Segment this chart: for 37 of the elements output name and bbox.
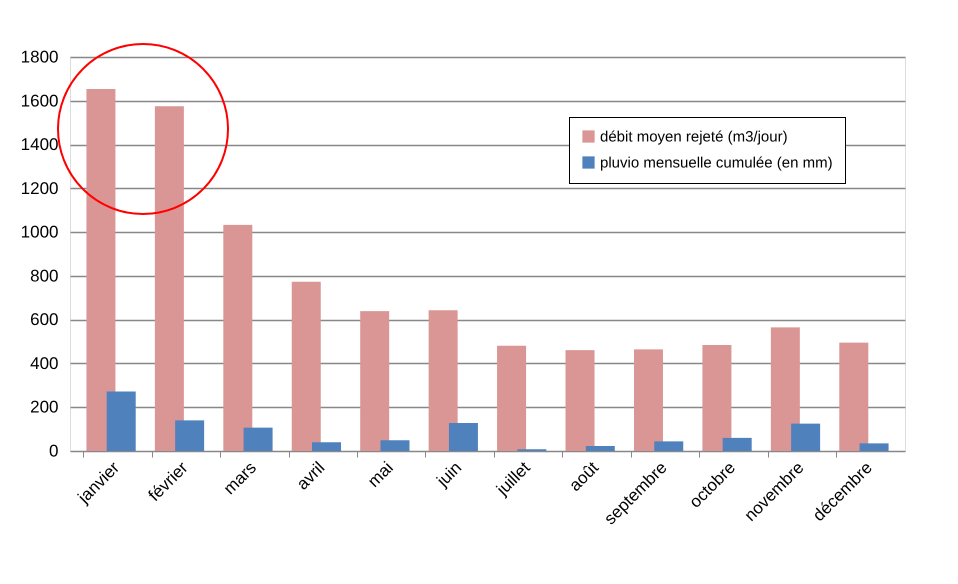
bar [497, 346, 526, 451]
y-tick-label: 800 [30, 266, 58, 286]
bar [292, 282, 321, 451]
y-tick-label: 200 [30, 398, 58, 417]
legend-label: pluvio mensuelle cumulée (en mm) [600, 154, 833, 172]
bar [106, 391, 136, 451]
bar [175, 420, 204, 451]
bar [722, 438, 752, 451]
bar [360, 311, 390, 451]
bar [154, 106, 184, 451]
y-tick-label: 400 [30, 354, 58, 373]
y-tick-label: 1800 [20, 48, 58, 66]
bar [634, 349, 663, 451]
y-tick-label: 1400 [20, 135, 58, 154]
bar [244, 428, 273, 451]
y-tick-label: 1600 [20, 91, 58, 110]
bar [223, 224, 252, 451]
bar [791, 424, 820, 451]
x-tick-label: juin [432, 458, 466, 491]
bar [448, 422, 478, 451]
x-tick-label: mai [364, 458, 397, 491]
bar [428, 310, 458, 451]
y-tick-label: 0 [49, 442, 58, 460]
bar [586, 446, 615, 451]
y-tick-label: 600 [30, 310, 58, 330]
bar [566, 350, 595, 451]
bar [380, 440, 410, 451]
y-tick-label: 1200 [20, 178, 58, 198]
bar [860, 443, 889, 451]
bar [312, 442, 342, 451]
bar [770, 327, 800, 451]
legend-label: débit moyen rejeté (m3/jour) [600, 128, 788, 146]
bar [86, 88, 116, 451]
bar [654, 441, 684, 451]
bar [702, 345, 732, 451]
bar [839, 342, 868, 451]
y-tick-label: 1000 [20, 222, 58, 242]
